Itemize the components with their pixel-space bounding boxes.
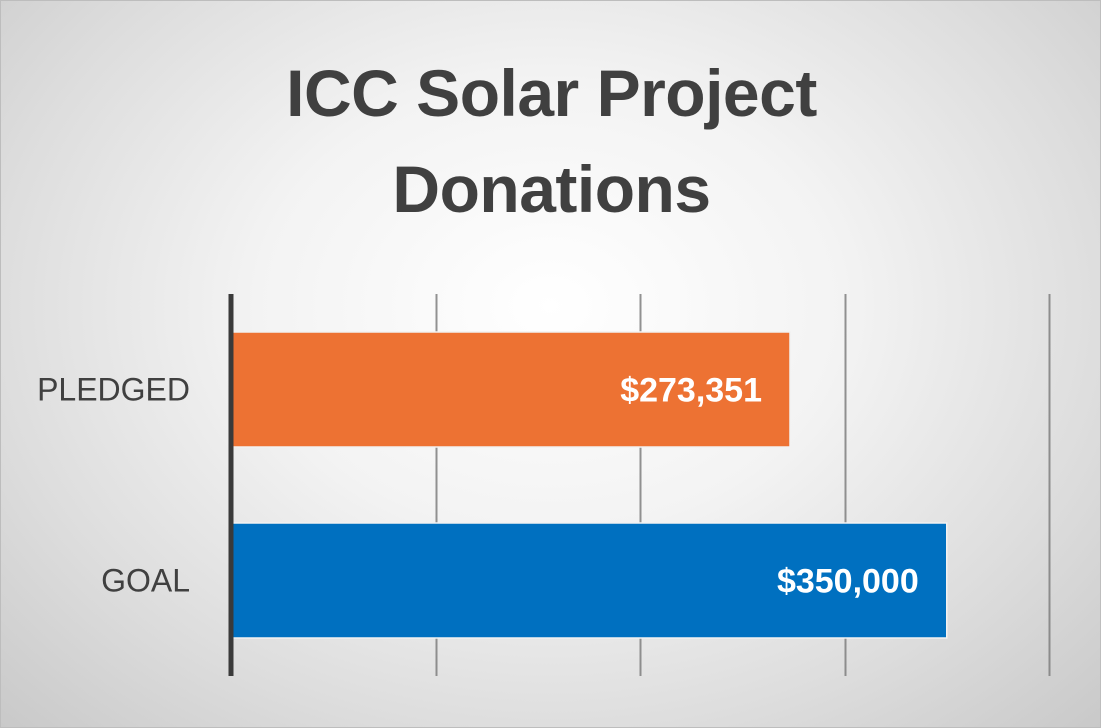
category-label-goal: GOAL — [101, 563, 190, 599]
chart-title-line-1: ICC Solar Project — [286, 56, 817, 130]
data-label-goal: $350,000 — [777, 563, 919, 601]
chart-title-line-2: Donations — [392, 152, 711, 226]
category-label-pledged: PLEDGED — [37, 372, 190, 408]
chart-title: ICC Solar Project Donations — [1, 45, 1100, 237]
data-label-pledged: $273,351 — [620, 372, 762, 410]
